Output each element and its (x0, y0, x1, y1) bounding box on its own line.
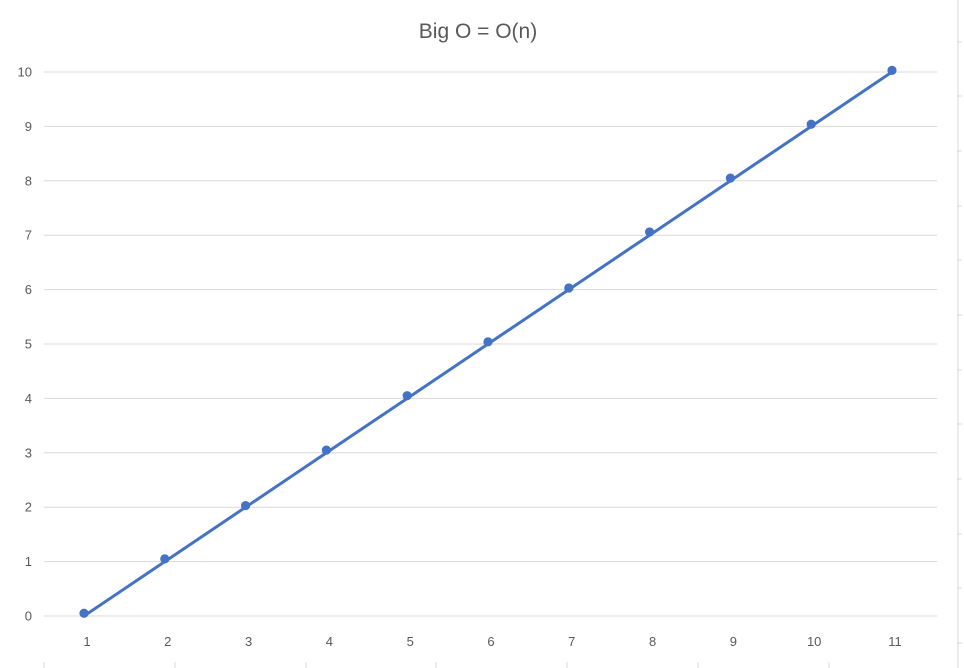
data-point (321, 445, 331, 455)
x-tick-label: 6 (487, 634, 494, 649)
y-tick-label: 8 (25, 173, 32, 188)
x-tick-label: 10 (807, 634, 821, 649)
data-point (402, 391, 412, 401)
x-tick-label: 4 (326, 634, 333, 649)
series-layer (79, 65, 897, 618)
x-tick-label: 11 (888, 634, 902, 649)
y-tick-label: 9 (25, 119, 32, 134)
y-tick-label: 3 (25, 445, 32, 460)
y-tick-label: 1 (25, 554, 32, 569)
y-tick-label: 10 (18, 65, 32, 80)
data-point (241, 500, 251, 511)
chart-title: Big O = O(n) (419, 20, 537, 43)
data-point (160, 554, 170, 564)
y-tick-label: 7 (25, 228, 32, 243)
x-tick-label: 7 (568, 634, 575, 649)
data-point (887, 65, 897, 75)
y-tick-label: 4 (25, 391, 32, 406)
x-tick-label: 1 (83, 634, 90, 649)
y-axis-tick-labels: 0 1 2 3 4 5 6 7 8 9 10 (18, 65, 32, 624)
x-tick-label: 2 (164, 634, 171, 649)
x-axis-tick-labels: 1 2 3 4 5 6 7 8 9 10 11 (83, 634, 901, 649)
data-point (483, 337, 493, 347)
data-point (806, 119, 816, 129)
x-tick-label: 3 (245, 634, 252, 649)
chart-frame-marks (43, 0, 962, 668)
y-tick-label: 2 (25, 500, 32, 515)
data-point (645, 227, 655, 237)
y-tick-label: 0 (25, 609, 32, 624)
x-tick-label: 8 (649, 634, 656, 649)
data-point (79, 608, 89, 618)
x-tick-label: 5 (407, 634, 414, 649)
y-tick-label: 6 (25, 282, 32, 297)
x-tick-label: 9 (730, 634, 737, 649)
data-point (564, 283, 574, 293)
y-tick-label: 5 (25, 337, 32, 352)
data-point (725, 173, 736, 183)
